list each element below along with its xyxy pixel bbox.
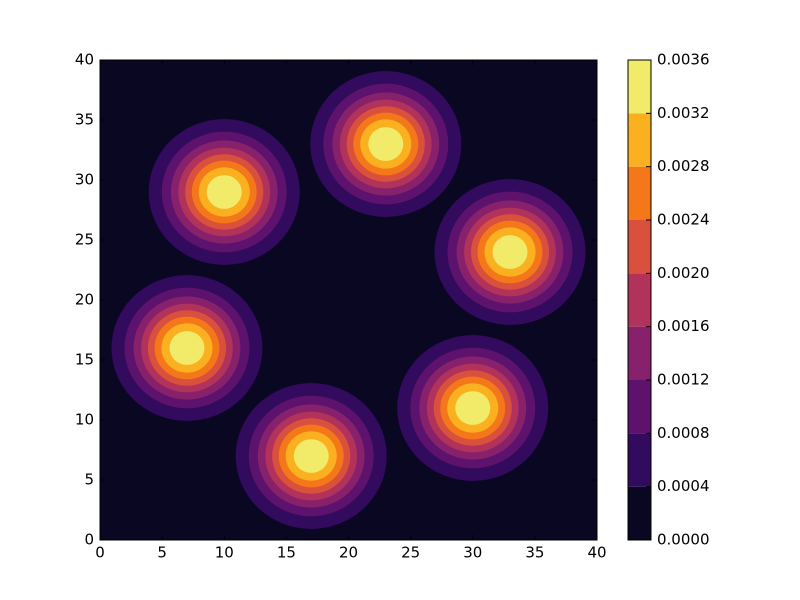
colorbar-tick-label: 0.0016 (657, 317, 710, 335)
x-tick-label: 5 (157, 544, 167, 562)
colorbar-tick-label: 0.0032 (657, 104, 710, 122)
x-tick-label: 0 (95, 544, 105, 562)
colorbar-tick-label: 0.0020 (657, 264, 710, 282)
contour-band (206, 175, 242, 209)
contour-band (293, 439, 329, 473)
y-tick-label: 30 (75, 171, 94, 189)
x-tick-label: 35 (525, 544, 544, 562)
colorbar-tick-label: 0.0012 (657, 371, 710, 389)
colorbar-tick-label: 0.0008 (657, 424, 710, 442)
colorbar-band (628, 433, 651, 487)
colorbar-band (628, 113, 651, 167)
colorbar-tick-label: 0.0024 (657, 211, 710, 229)
y-tick-label: 10 (75, 411, 94, 429)
x-tick-label: 40 (587, 544, 606, 562)
y-tick-label: 15 (75, 351, 94, 369)
colorbar-tick-label: 0.0036 (657, 51, 710, 69)
y-tick-label: 35 (75, 111, 94, 129)
x-tick-label: 30 (463, 544, 482, 562)
y-tick-label: 0 (84, 531, 94, 549)
contour-band (169, 331, 205, 365)
y-tick-label: 40 (75, 51, 94, 69)
colorbar-band (628, 220, 651, 274)
colorbar-band (628, 166, 651, 220)
x-tick-label: 15 (277, 544, 296, 562)
colorbar-band (628, 380, 651, 434)
colorbar-band (628, 486, 651, 540)
colorbar-tick-label: 0.0000 (657, 531, 710, 549)
colorbar-band (628, 326, 651, 380)
y-tick-label: 20 (75, 291, 94, 309)
contour-band (368, 127, 404, 161)
contour-band (492, 235, 528, 269)
y-tick-label: 5 (84, 471, 94, 489)
x-tick-label: 10 (215, 544, 234, 562)
plot-area (100, 60, 597, 540)
axes: 0 5 10 15 20 25 30 35 40 0 5 10 15 20 25 30 35 40 0.0000 0.… (75, 51, 710, 562)
y-tick-label: 25 (75, 231, 94, 249)
colorbar-tick-label: 0.0004 (657, 477, 710, 495)
x-tick-label: 25 (401, 544, 420, 562)
colorbar-tick-label: 0.0028 (657, 157, 710, 175)
x-tick-label: 20 (339, 544, 358, 562)
colorbar-frame (627, 59, 652, 541)
contour-band (455, 391, 491, 425)
colorbar-band (628, 60, 651, 114)
colorbar-band (628, 273, 651, 327)
